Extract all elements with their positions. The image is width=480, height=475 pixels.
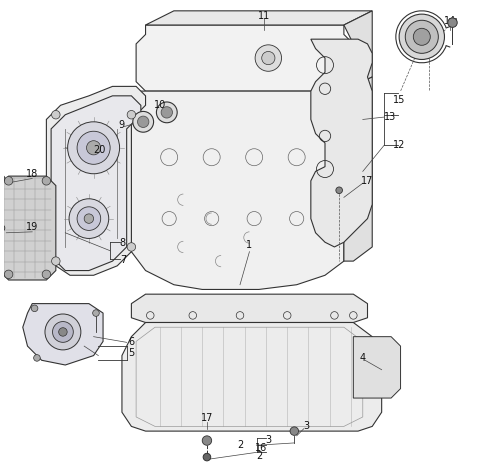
Text: 17: 17: [201, 413, 213, 423]
Text: 1: 1: [246, 239, 252, 249]
Text: 6: 6: [128, 337, 134, 347]
Polygon shape: [47, 86, 145, 276]
Ellipse shape: [59, 328, 67, 336]
Polygon shape: [353, 337, 400, 398]
Ellipse shape: [77, 207, 101, 230]
Text: 7: 7: [120, 255, 126, 265]
Text: 20: 20: [93, 145, 106, 155]
Polygon shape: [344, 77, 372, 261]
Ellipse shape: [52, 322, 73, 342]
Text: 9: 9: [118, 120, 124, 130]
Ellipse shape: [262, 51, 275, 65]
Text: 3: 3: [303, 421, 309, 431]
Text: 15: 15: [394, 95, 406, 104]
Text: 13: 13: [384, 112, 396, 122]
Ellipse shape: [202, 436, 212, 445]
Text: 2: 2: [257, 451, 263, 461]
Ellipse shape: [34, 355, 40, 361]
Text: 8: 8: [120, 238, 126, 248]
Ellipse shape: [399, 14, 444, 59]
Text: 12: 12: [394, 141, 406, 151]
Polygon shape: [204, 455, 209, 459]
Ellipse shape: [69, 199, 109, 238]
Ellipse shape: [133, 112, 154, 132]
Ellipse shape: [84, 214, 94, 223]
Polygon shape: [23, 304, 103, 365]
Ellipse shape: [127, 243, 136, 251]
Text: 17: 17: [361, 176, 374, 186]
Text: 11: 11: [257, 10, 270, 20]
Ellipse shape: [93, 310, 99, 316]
Ellipse shape: [127, 111, 136, 119]
Text: 4: 4: [360, 353, 366, 363]
Ellipse shape: [448, 18, 457, 28]
Ellipse shape: [77, 131, 110, 164]
Ellipse shape: [4, 177, 13, 185]
Text: 3: 3: [265, 435, 271, 445]
Polygon shape: [132, 91, 344, 289]
Ellipse shape: [413, 28, 430, 45]
Ellipse shape: [42, 270, 50, 278]
Text: 18: 18: [26, 169, 38, 179]
Ellipse shape: [0, 225, 5, 231]
Ellipse shape: [138, 116, 149, 127]
Ellipse shape: [161, 107, 172, 118]
Text: 16: 16: [255, 443, 267, 453]
Text: 14: 14: [444, 16, 456, 26]
Ellipse shape: [156, 102, 177, 123]
Ellipse shape: [4, 270, 13, 278]
Polygon shape: [311, 39, 372, 247]
Ellipse shape: [31, 305, 38, 312]
Ellipse shape: [51, 257, 60, 266]
Ellipse shape: [51, 111, 60, 119]
Polygon shape: [51, 96, 141, 271]
Ellipse shape: [42, 177, 50, 185]
Polygon shape: [344, 11, 372, 91]
Text: 19: 19: [26, 222, 38, 232]
Ellipse shape: [86, 141, 101, 155]
Polygon shape: [136, 25, 353, 91]
Polygon shape: [132, 294, 368, 323]
Polygon shape: [122, 323, 382, 431]
Ellipse shape: [405, 20, 438, 53]
Ellipse shape: [0, 175, 5, 182]
Polygon shape: [449, 18, 456, 23]
Ellipse shape: [255, 45, 282, 71]
Ellipse shape: [336, 187, 342, 194]
Text: 10: 10: [154, 100, 166, 110]
Ellipse shape: [290, 427, 299, 436]
Ellipse shape: [203, 453, 211, 461]
Ellipse shape: [45, 314, 81, 350]
Ellipse shape: [68, 122, 120, 174]
Text: 2: 2: [237, 440, 243, 450]
Text: 5: 5: [128, 348, 134, 358]
Polygon shape: [0, 176, 56, 280]
Polygon shape: [145, 11, 372, 25]
